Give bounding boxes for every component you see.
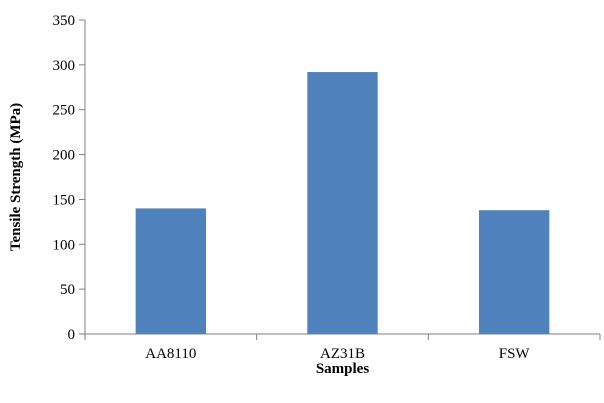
bar-az31b <box>307 72 378 334</box>
bar-aa8110 <box>135 208 207 334</box>
y-axis-title: Tensile Strength (MPa) <box>8 103 24 251</box>
x-axis-ticks: AA8110 AZ31B FSW <box>84 334 601 362</box>
bar-fsw <box>478 210 550 334</box>
y-tick-label: 150 <box>53 192 76 208</box>
y-tick-label: 0 <box>68 327 76 343</box>
y-tick-label: 100 <box>53 237 76 253</box>
y-tick-label: 350 <box>53 13 76 29</box>
y-axis-ticks: 0 50 100 150 200 250 300 350 <box>53 13 85 343</box>
y-tick-label: 50 <box>60 282 75 298</box>
y-tick-label: 200 <box>53 148 76 164</box>
y-tick-label: 300 <box>53 58 76 74</box>
y-tick-label: 250 <box>53 103 76 119</box>
bars <box>135 72 550 334</box>
x-axis-title: Samples <box>316 361 370 377</box>
x-category-label: AZ31B <box>320 346 365 362</box>
x-category-label: AA8110 <box>145 346 196 362</box>
x-category-label: FSW <box>499 346 531 362</box>
